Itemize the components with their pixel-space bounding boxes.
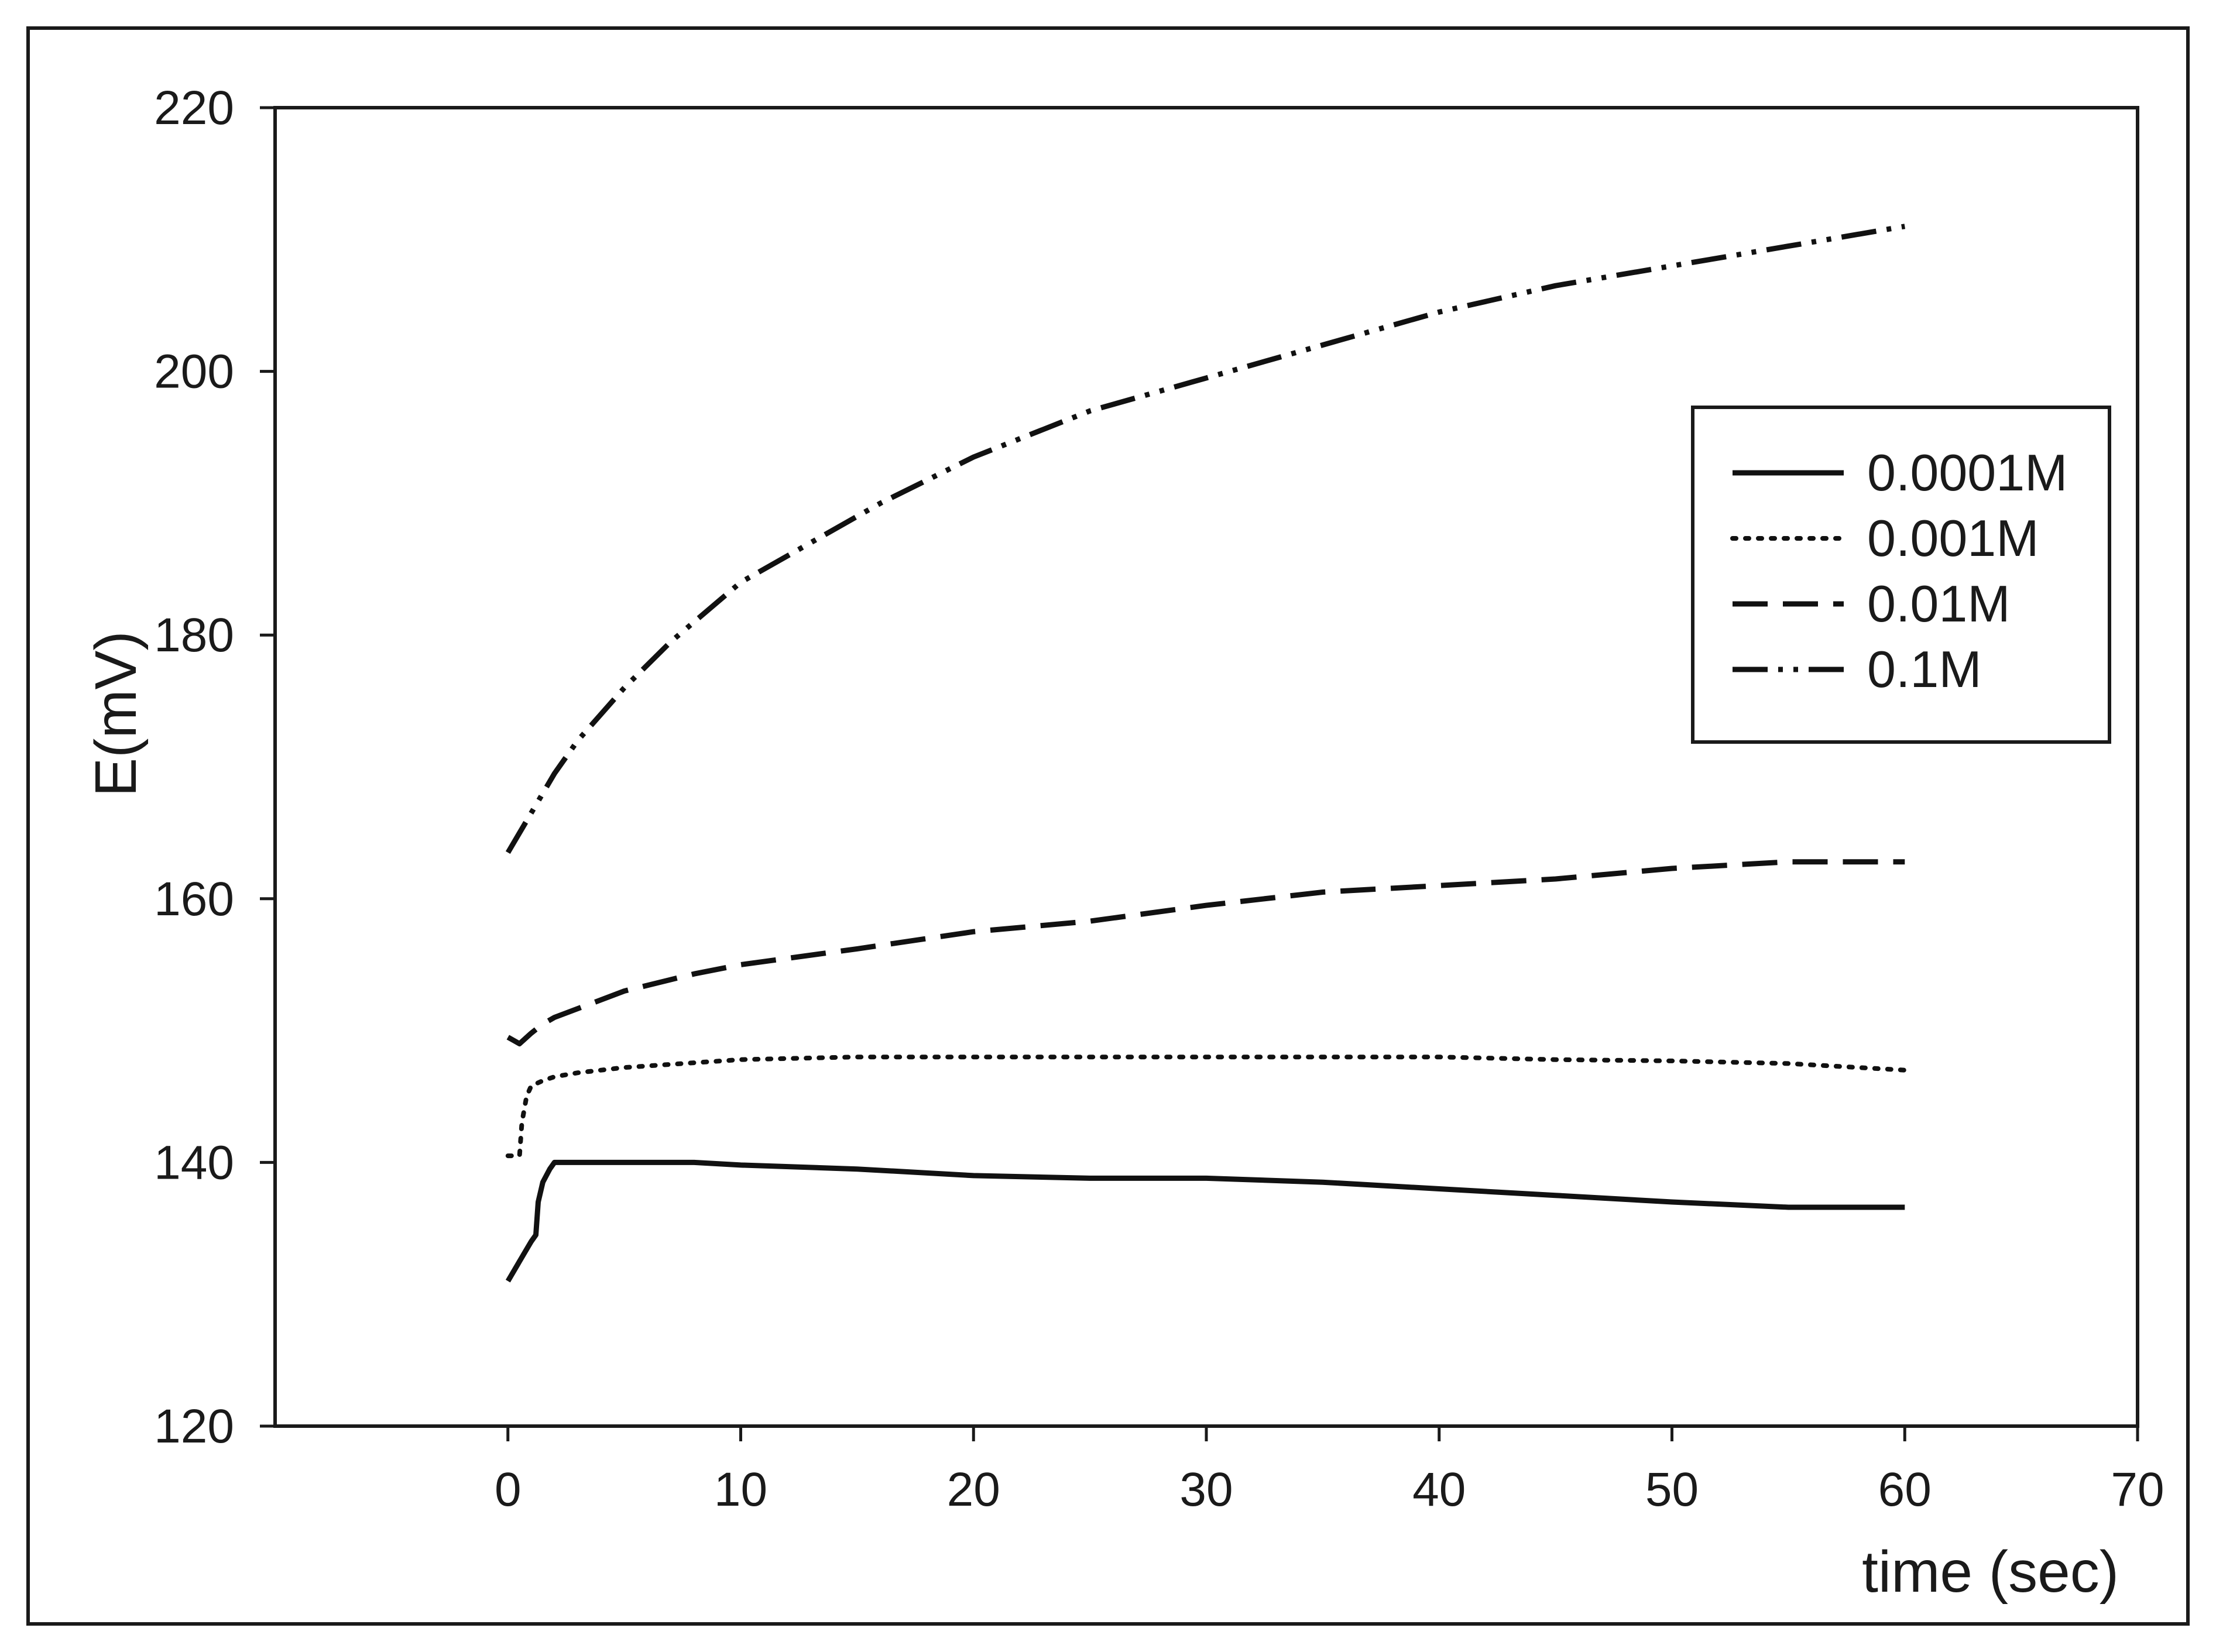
y-tick-label: 120 (154, 1400, 234, 1453)
series-line (505, 224, 1906, 854)
y-axis-title: E(mV) (83, 631, 149, 796)
legend: 0.0001M 0.001M 0.01M 0.1M (1691, 406, 2111, 744)
legend-box (1691, 406, 2111, 744)
series-layer (505, 224, 1908, 1283)
legend-label: 0.01M (1867, 575, 2011, 633)
x-tick-label: 50 (1645, 1463, 1699, 1516)
legend-label: 0.0001M (1867, 444, 2067, 502)
series-line (505, 1159, 1905, 1283)
series-line (505, 1055, 1908, 1159)
legend-label: 0.1M (1867, 640, 1982, 698)
x-tick-label: 70 (2111, 1463, 2164, 1516)
y-tick-label: 220 (154, 81, 234, 135)
series-0.01M (506, 859, 1905, 1047)
x-tick-label: 0 (495, 1463, 522, 1516)
figure-border (26, 26, 2190, 1626)
y-axis: 120 140 160 180 200 220 (154, 81, 275, 1453)
series-0.0001M (505, 1159, 1905, 1283)
y-tick-label: 160 (154, 873, 234, 926)
x-tick-label: 60 (1878, 1463, 1932, 1516)
x-tick-label: 10 (714, 1463, 767, 1516)
y-tick-label: 200 (154, 345, 234, 399)
legend-label: 0.001M (1867, 509, 2039, 567)
y-tick-label: 140 (154, 1136, 234, 1189)
x-axis: 0 10 20 30 40 50 60 70 (495, 1426, 2164, 1516)
y-tick-label: 180 (154, 609, 234, 662)
series-0.1M (505, 224, 1906, 854)
series-line (506, 859, 1905, 1047)
x-axis-title: time (sec) (1862, 1539, 2119, 1605)
x-tick-label: 20 (947, 1463, 1000, 1516)
x-tick-label: 30 (1179, 1463, 1233, 1516)
x-tick-label: 40 (1412, 1463, 1466, 1516)
series-0.001M (505, 1055, 1908, 1159)
